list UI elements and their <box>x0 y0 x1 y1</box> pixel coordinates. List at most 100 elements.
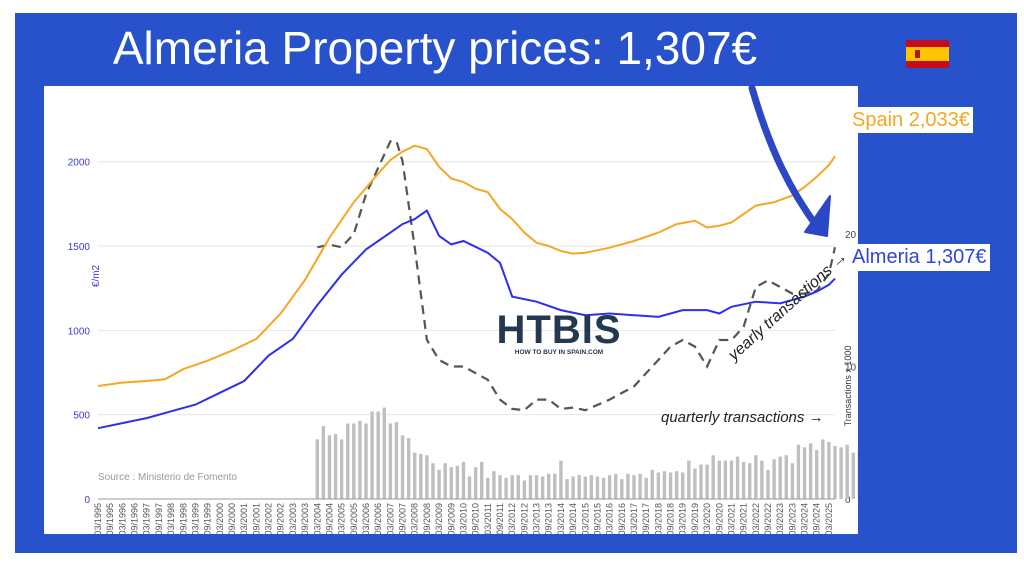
spain-flag-icon <box>906 40 949 68</box>
quarterly-bar <box>346 423 350 499</box>
x-tick-label: 09/2004 <box>324 503 334 534</box>
x-tick-label: 03/2025 <box>824 503 834 534</box>
quarterly-bar <box>498 475 502 499</box>
x-tick-label: 09/2010 <box>471 503 481 534</box>
quarterly-bar <box>644 477 648 499</box>
x-tick-label: 03/2004 <box>312 503 322 534</box>
quarterly-bar <box>699 464 703 499</box>
x-tick-label: 09/2007 <box>398 503 408 534</box>
x-tick-label: 09/2003 <box>300 503 310 534</box>
quarterly-bar <box>681 472 685 499</box>
x-tick-label: 09/2014 <box>568 503 578 534</box>
quarterly-bar <box>577 475 581 499</box>
quarterly-bar <box>516 475 520 499</box>
quarterly-bar <box>486 477 490 499</box>
x-tick-label: 09/2023 <box>787 503 797 534</box>
quarterly-bar <box>808 443 813 499</box>
y-axis-title-left: €/m2 <box>91 264 102 287</box>
quarterly-bar <box>790 463 795 499</box>
quarterly-bar <box>352 423 356 499</box>
x-tick-label: 09/2015 <box>592 503 602 534</box>
quarterly-bar <box>437 469 441 499</box>
quarterly-bar <box>400 435 405 499</box>
logo-tagline: HOW TO BUY IN SPAIN.COM <box>515 349 603 356</box>
quarterly-bar <box>711 455 715 499</box>
x-tick-label: 09/2020 <box>714 503 724 534</box>
quarterly-bar <box>760 460 764 499</box>
y-tick-label-right: 20 <box>845 230 857 241</box>
quarterly-bar <box>321 426 326 499</box>
x-tick-label: 03/2020 <box>702 503 712 534</box>
quarterly-bar <box>370 411 374 499</box>
quarterly-bar <box>626 473 630 499</box>
x-tick-label: 03/2016 <box>605 503 615 534</box>
x-tick-label: 03/2023 <box>775 503 785 534</box>
quarterly-bar <box>565 479 569 499</box>
x-tick-label: 09/2012 <box>519 503 529 534</box>
quarterly-bar <box>547 473 551 499</box>
quarterly-bar <box>601 477 606 499</box>
x-tick-label: 03/2002 <box>264 503 274 534</box>
quarterly-bar <box>674 471 679 499</box>
quarterly-bar <box>534 475 539 499</box>
x-tick-label: 03/2018 <box>653 503 663 534</box>
quarterly-bar <box>735 456 740 499</box>
quarterly-bar <box>772 459 776 499</box>
y-tick-label-left: 1500 <box>68 242 91 253</box>
x-tick-label: 09/2001 <box>251 503 261 534</box>
quarterly-bar <box>614 473 618 499</box>
quarterly-bar <box>406 438 411 499</box>
quarterly-bar <box>382 407 386 499</box>
chart-area: 0 500 1000 1500 2000 0 10 20 €/m2 Transactions x … <box>68 140 858 534</box>
quarterly-bar <box>467 476 472 499</box>
x-tick-label: 03/1996 <box>117 503 127 534</box>
quarterly-bar <box>693 468 697 499</box>
x-tick-label: 03/1995 <box>93 503 103 534</box>
x-tick-label: 09/2000 <box>227 503 237 534</box>
x-tick-label: 03/2017 <box>629 503 639 534</box>
quarterly-bar <box>571 476 575 499</box>
x-tick-label: 09/2011 <box>495 503 505 534</box>
quarterly-bar <box>364 423 368 499</box>
quarterly-bar <box>589 475 594 499</box>
quarterly-bar <box>607 475 612 499</box>
y-tick-label-left: 2000 <box>68 158 91 169</box>
x-tick-label: 03/2005 <box>337 503 347 534</box>
x-tick-label: 03/2007 <box>385 503 395 534</box>
x-tick-label: 03/1997 <box>142 503 152 534</box>
y-tick-label-left: 1000 <box>68 326 91 337</box>
x-tick-label: 03/2019 <box>678 503 688 534</box>
quarterly-bar <box>766 469 770 499</box>
quarterly-bar <box>815 449 819 499</box>
y-tick-label-left: 0 <box>84 495 90 506</box>
spain-price-line <box>97 144 836 387</box>
x-tick-label: 03/2008 <box>410 503 420 534</box>
quarterly-bar <box>833 446 837 499</box>
x-tick-label: 03/2024 <box>800 503 810 534</box>
quarterly-bar <box>729 460 734 499</box>
quarterly-bar <box>449 467 453 499</box>
quarterly-bar <box>662 471 667 499</box>
quarterly-bar <box>553 473 557 499</box>
quarterly-bar <box>480 461 484 499</box>
quarterly-bar <box>632 475 636 499</box>
headline: Almeria Property prices: 1,307€ <box>112 22 758 74</box>
quarterly-bar <box>821 439 825 499</box>
quarterly-bar <box>717 460 721 499</box>
quarterly-bar <box>528 475 533 499</box>
x-tick-label: 03/2010 <box>458 503 468 534</box>
quarterly-bar <box>839 447 843 499</box>
quarterly-bar <box>638 473 642 499</box>
x-tick-label: 03/2001 <box>239 503 249 534</box>
x-tick-label: 09/1997 <box>154 503 164 534</box>
x-tick-label: 09/2009 <box>446 503 456 534</box>
x-tick-label: 09/2019 <box>690 503 700 534</box>
quarterly-bar <box>540 476 545 499</box>
quarterly-bar <box>620 479 624 499</box>
x-tick-label: 03/2012 <box>507 503 517 534</box>
quarterly-bar <box>845 444 849 499</box>
almeria-price-line <box>97 209 836 430</box>
source-note: Source : Ministerio de Fomento <box>98 472 237 483</box>
y-tick-label-left: 500 <box>73 411 90 422</box>
quarterly-transactions-label: quarterly transactions → <box>661 409 824 426</box>
